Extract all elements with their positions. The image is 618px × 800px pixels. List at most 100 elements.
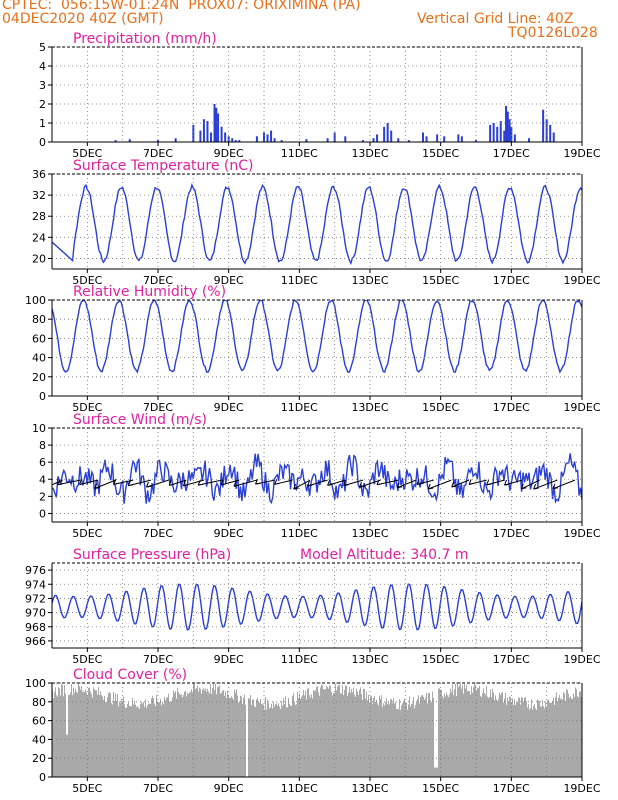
wind-arrow-head [274, 479, 278, 485]
cloud-bar [195, 689, 196, 777]
wind-arrow-head [427, 483, 431, 490]
cloud-bar [217, 687, 218, 777]
y-tick-label: 6 [39, 456, 46, 469]
cloud-bar [472, 692, 473, 777]
y-tick-label: 28 [32, 210, 46, 223]
precip-bar [333, 132, 336, 142]
wind-arrow-head [79, 479, 82, 485]
cloud-bar [212, 688, 213, 777]
cloud-bar [493, 692, 494, 777]
wind-arrow-head [376, 479, 380, 485]
cloud-bar [157, 701, 158, 777]
cloud-bar [551, 702, 552, 777]
cloud-bar [556, 692, 557, 777]
x-tick-label: 9DEC [214, 274, 244, 287]
cloud-bar [112, 704, 113, 777]
cloud-bar [136, 707, 137, 777]
cloud-bar [428, 693, 429, 777]
precip-bar [266, 134, 269, 142]
cloud-bar [243, 697, 244, 777]
cloud-bar [84, 692, 85, 777]
wind-arrow-head [504, 479, 507, 486]
cloud-bar [234, 689, 235, 777]
cloud-bar [79, 686, 80, 777]
wind-arrow [552, 479, 576, 490]
wind-arrow-head [255, 482, 261, 485]
cloud-bar [524, 697, 525, 777]
x-tick-label: 5DEC [72, 274, 102, 287]
precip-bar [475, 140, 477, 142]
precip-bar [436, 134, 439, 142]
cloud-bar [363, 689, 364, 777]
cloud-bar [471, 686, 472, 777]
series-line [52, 583, 582, 631]
cloud-bar [555, 696, 556, 777]
x-tick-label: 9DEC [214, 147, 244, 160]
cloud-bar [377, 703, 378, 777]
x-tick-label: 13DEC [351, 401, 388, 414]
cloud-bar [86, 692, 87, 777]
cloud-bar [335, 683, 336, 777]
precip-bar [128, 139, 131, 142]
cloud-bar [526, 700, 527, 777]
cloud-bar [517, 702, 518, 777]
cloud-bar [137, 705, 138, 777]
precip-bar [280, 140, 283, 142]
cloud-bar [253, 699, 254, 777]
cloud-bar [498, 698, 499, 777]
wind-arrow-head [428, 487, 434, 490]
cloud-bar [578, 697, 579, 777]
x-tick-label: 7DEC [143, 653, 173, 666]
x-tick-label: 9DEC [214, 782, 244, 795]
wind-arrow-head [169, 483, 175, 486]
wind-arrow-head [468, 479, 472, 485]
cloud-bar [161, 705, 162, 777]
wind-arrow-head [327, 480, 331, 486]
y-tick-label: 0 [39, 507, 46, 520]
cloud-bar [484, 693, 485, 777]
y-tick-label: 0 [39, 136, 46, 149]
cloud-bar [134, 700, 135, 777]
cloud-bar [569, 697, 570, 777]
precip-bar [386, 123, 389, 142]
wind-arrow-head [533, 483, 537, 490]
cloud-bar [138, 707, 139, 777]
wind-arrow-head [552, 483, 556, 489]
cloud-bar [361, 694, 362, 777]
wind-arrow-head [486, 483, 492, 486]
cloud-bar [291, 705, 292, 777]
x-tick-label: 13DEC [351, 147, 388, 160]
cloud-bar [533, 705, 534, 777]
cloud-bar [445, 696, 446, 777]
cloud-bar [278, 703, 279, 777]
cloud-bar [270, 707, 271, 777]
panel-title: Surface Temperature (nC) [73, 158, 254, 174]
cloud-bar [145, 699, 146, 777]
wind-arrow-head [145, 481, 149, 488]
cloud-bar [57, 696, 58, 777]
cloud-bar [420, 697, 421, 777]
y-tick-label: 2 [39, 98, 46, 111]
cloud-bar [347, 695, 348, 777]
panel-title: Cloud Cover (%) [73, 667, 187, 683]
cloud-bar [123, 696, 124, 777]
cloud-bar [441, 689, 442, 777]
wind-arrow-head [79, 482, 85, 485]
cloud-bar [554, 705, 555, 777]
cloud-bar [225, 691, 226, 777]
y-tick-label: 80 [32, 313, 46, 326]
cloud-bar [559, 694, 560, 777]
y-tick-label: 100 [25, 294, 46, 307]
cloud-bar [233, 699, 234, 777]
wind-arrow-head [198, 483, 204, 486]
cloud-bar [131, 706, 132, 777]
cloud-bar [500, 695, 501, 777]
cloud-bar [546, 706, 547, 777]
cloud-bar [320, 687, 321, 777]
y-tick-label: 974 [25, 578, 46, 591]
cloud-bar [272, 708, 273, 777]
cloud-bar [87, 695, 88, 777]
cloud-bar [150, 704, 151, 777]
cloud-bar [120, 703, 121, 777]
